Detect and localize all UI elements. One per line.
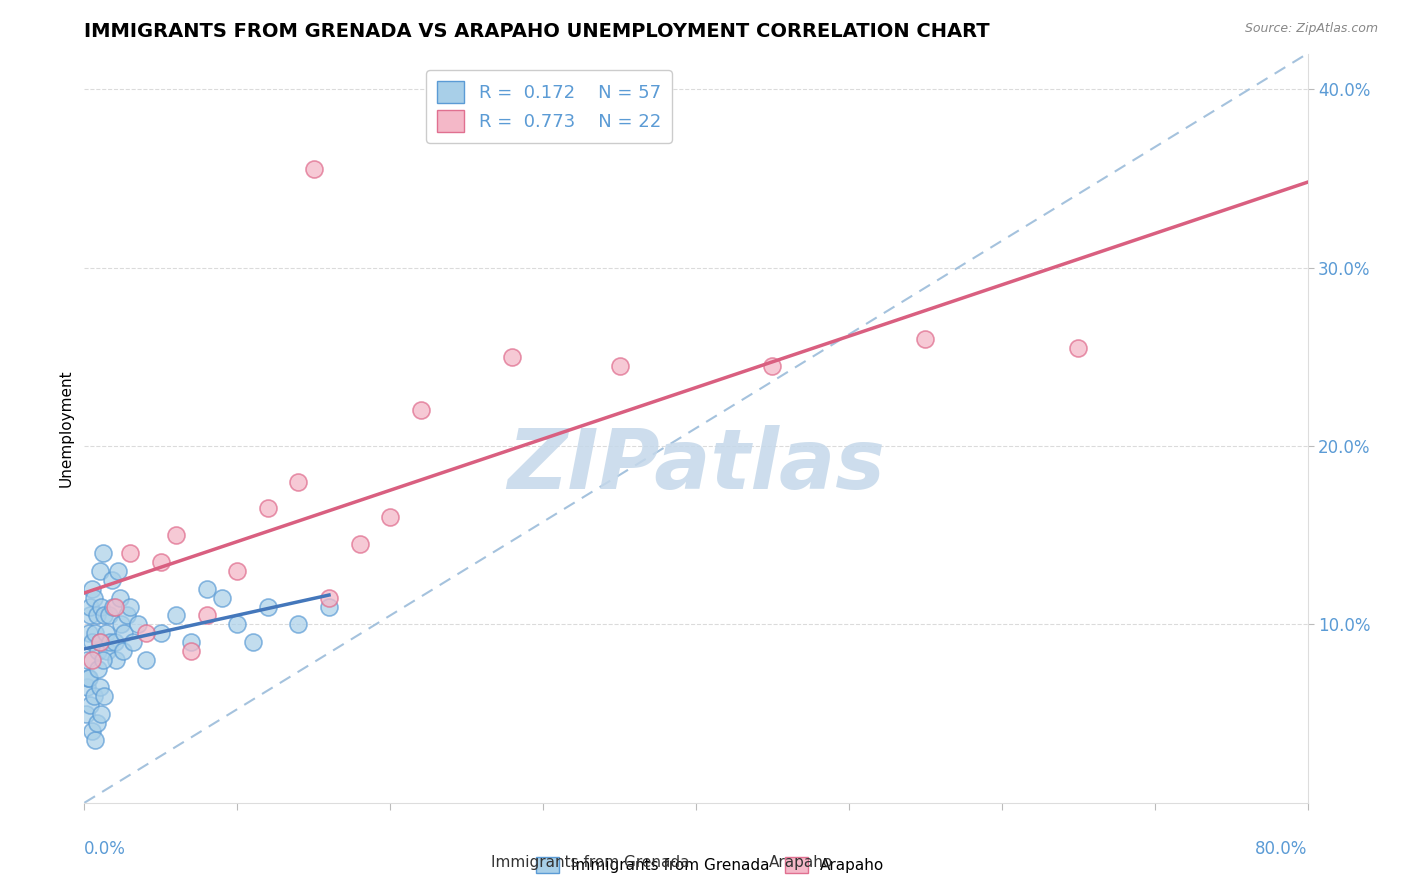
Point [77,671,100,685]
Point [83,591,105,605]
Point [149,626,172,640]
Point [226,564,249,578]
Point [80,635,103,649]
Point [111,644,134,658]
Point [76,653,98,667]
Point [83,689,105,703]
Point [87,662,110,676]
Point [89,635,111,649]
Point [302,162,325,177]
Point [98,635,121,649]
Point [107,564,129,578]
Point [79,698,101,712]
Point [502,350,524,364]
Point [135,653,157,667]
Point [84,626,107,640]
Point [86,608,108,623]
Text: Immigrants from Grenada: Immigrants from Grenada [491,855,690,870]
Point [77,671,100,685]
Point [135,626,157,640]
Text: ZIPatlas: ZIPatlas [508,425,884,506]
Point [97,608,120,623]
Point [180,635,202,649]
Text: Arapaho: Arapaho [769,855,834,870]
Point [80,724,103,739]
Point [76,680,98,694]
Point [180,644,202,658]
Point [195,582,218,596]
Point [96,644,118,658]
Point [165,528,187,542]
Point [110,617,132,632]
Point [112,626,135,640]
Point [91,546,114,560]
Point [77,626,100,640]
Point [89,564,111,578]
Point [80,582,103,596]
Point [257,599,280,614]
Point [90,599,112,614]
Point [75,706,97,721]
Point [103,599,125,614]
Point [120,546,142,560]
Point [287,617,309,632]
Text: IMMIGRANTS FROM GRENADA VS ARAPAHO UNEMPLOYMENT CORRELATION CHART: IMMIGRANTS FROM GRENADA VS ARAPAHO UNEMP… [84,21,990,41]
Point [115,608,138,623]
Point [84,733,107,747]
Text: 0.0%: 0.0% [84,840,127,858]
Point [242,635,264,649]
Point [761,359,783,373]
Point [89,680,111,694]
Point [87,644,110,658]
Y-axis label: Unemployment: Unemployment [58,369,73,487]
Point [93,608,115,623]
Point [104,599,127,614]
Point [409,403,432,417]
Point [349,537,371,551]
Point [79,608,101,623]
Legend: R =  0.172    N = 57, R =  0.773    N = 22: R = 0.172 N = 57, R = 0.773 N = 22 [426,70,672,143]
Point [127,617,149,632]
Point [165,608,187,623]
Point [318,599,340,614]
Point [101,573,124,587]
Point [105,653,128,667]
Point [287,475,309,489]
Point [380,510,402,524]
Point [226,617,249,632]
Point [94,626,117,640]
Point [914,332,936,346]
Point [93,689,115,703]
Point [211,591,233,605]
Point [195,608,218,623]
Point [149,555,172,569]
Point [120,599,142,614]
Point [108,591,131,605]
Point [318,591,340,605]
Point [91,653,114,667]
Text: 80.0%: 80.0% [1256,840,1308,858]
Text: Source: ZipAtlas.com: Source: ZipAtlas.com [1244,22,1378,36]
Legend: Immigrants from Grenada, Arapaho: Immigrants from Grenada, Arapaho [530,851,890,880]
Point [104,635,127,649]
Point [90,706,112,721]
Point [89,635,111,649]
Point [86,715,108,730]
Point [122,635,145,649]
Point [1067,341,1090,355]
Point [79,599,101,614]
Point [80,653,103,667]
Point [257,501,280,516]
Point [609,359,631,373]
